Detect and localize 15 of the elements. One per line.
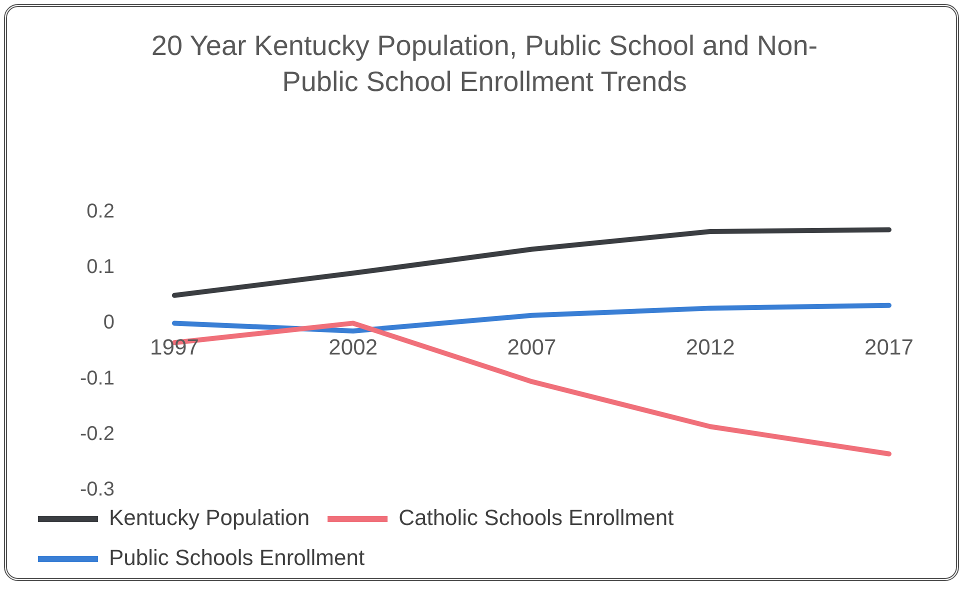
- x-tick-label: 2012: [686, 334, 735, 360]
- y-tick-label: -0.2: [80, 422, 114, 445]
- y-tick-label: 0: [103, 312, 114, 334]
- y-tick-label: -0.1: [80, 367, 114, 390]
- y-tick-label: -0.3: [80, 478, 114, 501]
- x-tick-label: 2017: [864, 334, 914, 360]
- y-tick-label: 0.2: [86, 200, 114, 223]
- legend-label: Public Schools Enrollment: [109, 545, 365, 570]
- x-tick-label: 1997: [150, 334, 199, 360]
- legend-label: Kentucky Population: [109, 505, 310, 530]
- chart-title: 20 Year Kentucky Population, Public School and Non-Public School Enrollment Trends: [150, 29, 819, 99]
- x-tick-label: 2007: [507, 334, 556, 360]
- x-tick-label: 2002: [328, 334, 378, 360]
- y-tick-label: 0.1: [86, 256, 114, 278]
- legend-label: Catholic Schools Enrollment: [398, 505, 674, 530]
